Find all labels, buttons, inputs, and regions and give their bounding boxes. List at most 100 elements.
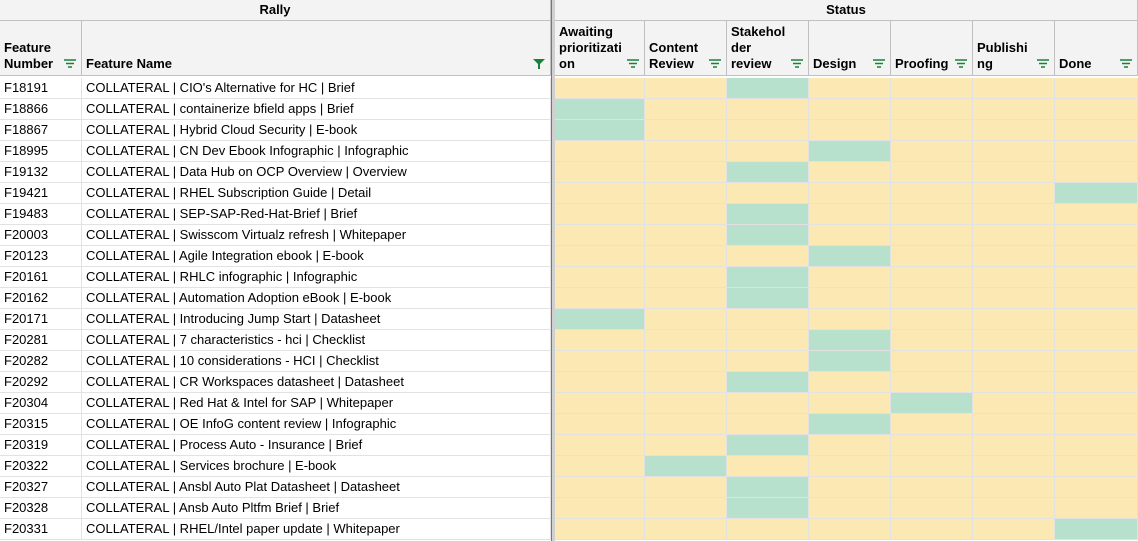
status-cell[interactable] [1055, 99, 1138, 120]
feature-name[interactable]: COLLATERAL | RHEL/Intel paper update | W… [82, 519, 551, 540]
status-cell[interactable] [809, 393, 891, 414]
status-cell[interactable] [1055, 351, 1138, 372]
status-cell[interactable] [555, 99, 645, 120]
status-cell[interactable] [555, 435, 645, 456]
status-cell[interactable] [809, 477, 891, 498]
status-cell[interactable] [1055, 519, 1138, 540]
status-cell[interactable] [809, 225, 891, 246]
feature-number[interactable]: F18191 [0, 78, 82, 99]
status-cell[interactable] [973, 330, 1055, 351]
status-cell[interactable] [645, 330, 727, 351]
feature-number[interactable]: F20331 [0, 519, 82, 540]
status-cell[interactable] [809, 330, 891, 351]
status-cell[interactable] [891, 519, 973, 540]
status-cell[interactable] [809, 99, 891, 120]
status-cell[interactable] [1055, 498, 1138, 519]
feature-name[interactable]: COLLATERAL | Ansbl Auto Plat Datasheet |… [82, 477, 551, 498]
status-cell[interactable] [645, 372, 727, 393]
status-cell[interactable] [973, 225, 1055, 246]
feature-number[interactable]: F20282 [0, 351, 82, 372]
status-cell[interactable] [555, 288, 645, 309]
status-cell[interactable] [1055, 477, 1138, 498]
feature-name[interactable]: COLLATERAL | RHEL Subscription Guide | D… [82, 183, 551, 204]
status-cell[interactable] [727, 372, 809, 393]
feature-name[interactable]: COLLATERAL | OE InfoG content review | I… [82, 414, 551, 435]
status-cell[interactable] [645, 456, 727, 477]
status-cell[interactable] [1055, 204, 1138, 225]
feature-number[interactable]: F20292 [0, 372, 82, 393]
filter-icon[interactable] [1120, 59, 1132, 69]
feature-number[interactable]: F19421 [0, 183, 82, 204]
status-cell[interactable] [1055, 330, 1138, 351]
status-cell[interactable] [973, 204, 1055, 225]
feature-number[interactable]: F20304 [0, 393, 82, 414]
status-cell[interactable] [809, 141, 891, 162]
column-header[interactable]: Content Review [645, 21, 727, 76]
status-cell[interactable] [891, 120, 973, 141]
status-cell[interactable] [555, 393, 645, 414]
feature-name[interactable]: COLLATERAL | SEP-SAP-Red-Hat-Brief | Bri… [82, 204, 551, 225]
status-cell[interactable] [891, 204, 973, 225]
status-cell[interactable] [973, 498, 1055, 519]
feature-name[interactable]: COLLATERAL | CIO's Alternative for HC | … [82, 78, 551, 99]
status-cell[interactable] [727, 330, 809, 351]
status-cell[interactable] [809, 246, 891, 267]
status-cell[interactable] [891, 99, 973, 120]
feature-name[interactable]: COLLATERAL | 10 considerations - HCI | C… [82, 351, 551, 372]
filter-icon[interactable] [627, 59, 639, 69]
column-header[interactable]: Stakeholder review [727, 21, 809, 76]
feature-number[interactable]: F20328 [0, 498, 82, 519]
column-header[interactable]: Awaiting prioritization [555, 21, 645, 76]
feature-number[interactable]: F18995 [0, 141, 82, 162]
feature-name[interactable]: COLLATERAL | Process Auto - Insurance | … [82, 435, 551, 456]
column-header[interactable]: Feature Name [82, 21, 551, 76]
column-header[interactable]: Proofing [891, 21, 973, 76]
status-cell[interactable] [645, 141, 727, 162]
status-cell[interactable] [645, 162, 727, 183]
status-cell[interactable] [809, 162, 891, 183]
status-cell[interactable] [727, 351, 809, 372]
feature-name[interactable]: COLLATERAL | Ansb Auto Pltfm Brief | Bri… [82, 498, 551, 519]
feature-name[interactable]: COLLATERAL | CN Dev Ebook Infographic | … [82, 141, 551, 162]
filter-icon[interactable] [533, 59, 545, 69]
status-cell[interactable] [555, 330, 645, 351]
status-cell[interactable] [973, 246, 1055, 267]
status-cell[interactable] [555, 414, 645, 435]
status-cell[interactable] [809, 414, 891, 435]
feature-number[interactable]: F20003 [0, 225, 82, 246]
status-cell[interactable] [809, 519, 891, 540]
status-cell[interactable] [645, 225, 727, 246]
status-cell[interactable] [645, 99, 727, 120]
feature-number[interactable]: F18866 [0, 99, 82, 120]
feature-number[interactable]: F20161 [0, 267, 82, 288]
status-cell[interactable] [727, 435, 809, 456]
status-cell[interactable] [645, 246, 727, 267]
status-cell[interactable] [973, 456, 1055, 477]
feature-name[interactable]: COLLATERAL | 7 characteristics - hci | C… [82, 330, 551, 351]
status-cell[interactable] [727, 120, 809, 141]
status-cell[interactable] [809, 351, 891, 372]
status-cell[interactable] [809, 183, 891, 204]
status-cell[interactable] [973, 414, 1055, 435]
status-cell[interactable] [645, 477, 727, 498]
status-cell[interactable] [973, 477, 1055, 498]
status-cell[interactable] [809, 498, 891, 519]
filter-icon[interactable] [64, 59, 76, 69]
status-cell[interactable] [1055, 435, 1138, 456]
feature-name[interactable]: COLLATERAL | Agile Integration ebook | E… [82, 246, 551, 267]
status-cell[interactable] [891, 225, 973, 246]
status-cell[interactable] [727, 456, 809, 477]
status-cell[interactable] [1055, 141, 1138, 162]
status-cell[interactable] [555, 204, 645, 225]
status-cell[interactable] [973, 162, 1055, 183]
status-cell[interactable] [555, 372, 645, 393]
status-cell[interactable] [973, 519, 1055, 540]
status-cell[interactable] [1055, 162, 1138, 183]
status-cell[interactable] [809, 309, 891, 330]
status-cell[interactable] [555, 456, 645, 477]
status-cell[interactable] [645, 78, 727, 99]
status-cell[interactable] [555, 78, 645, 99]
filter-icon[interactable] [955, 59, 967, 69]
status-cell[interactable] [555, 267, 645, 288]
column-header[interactable]: Publishing [973, 21, 1055, 76]
